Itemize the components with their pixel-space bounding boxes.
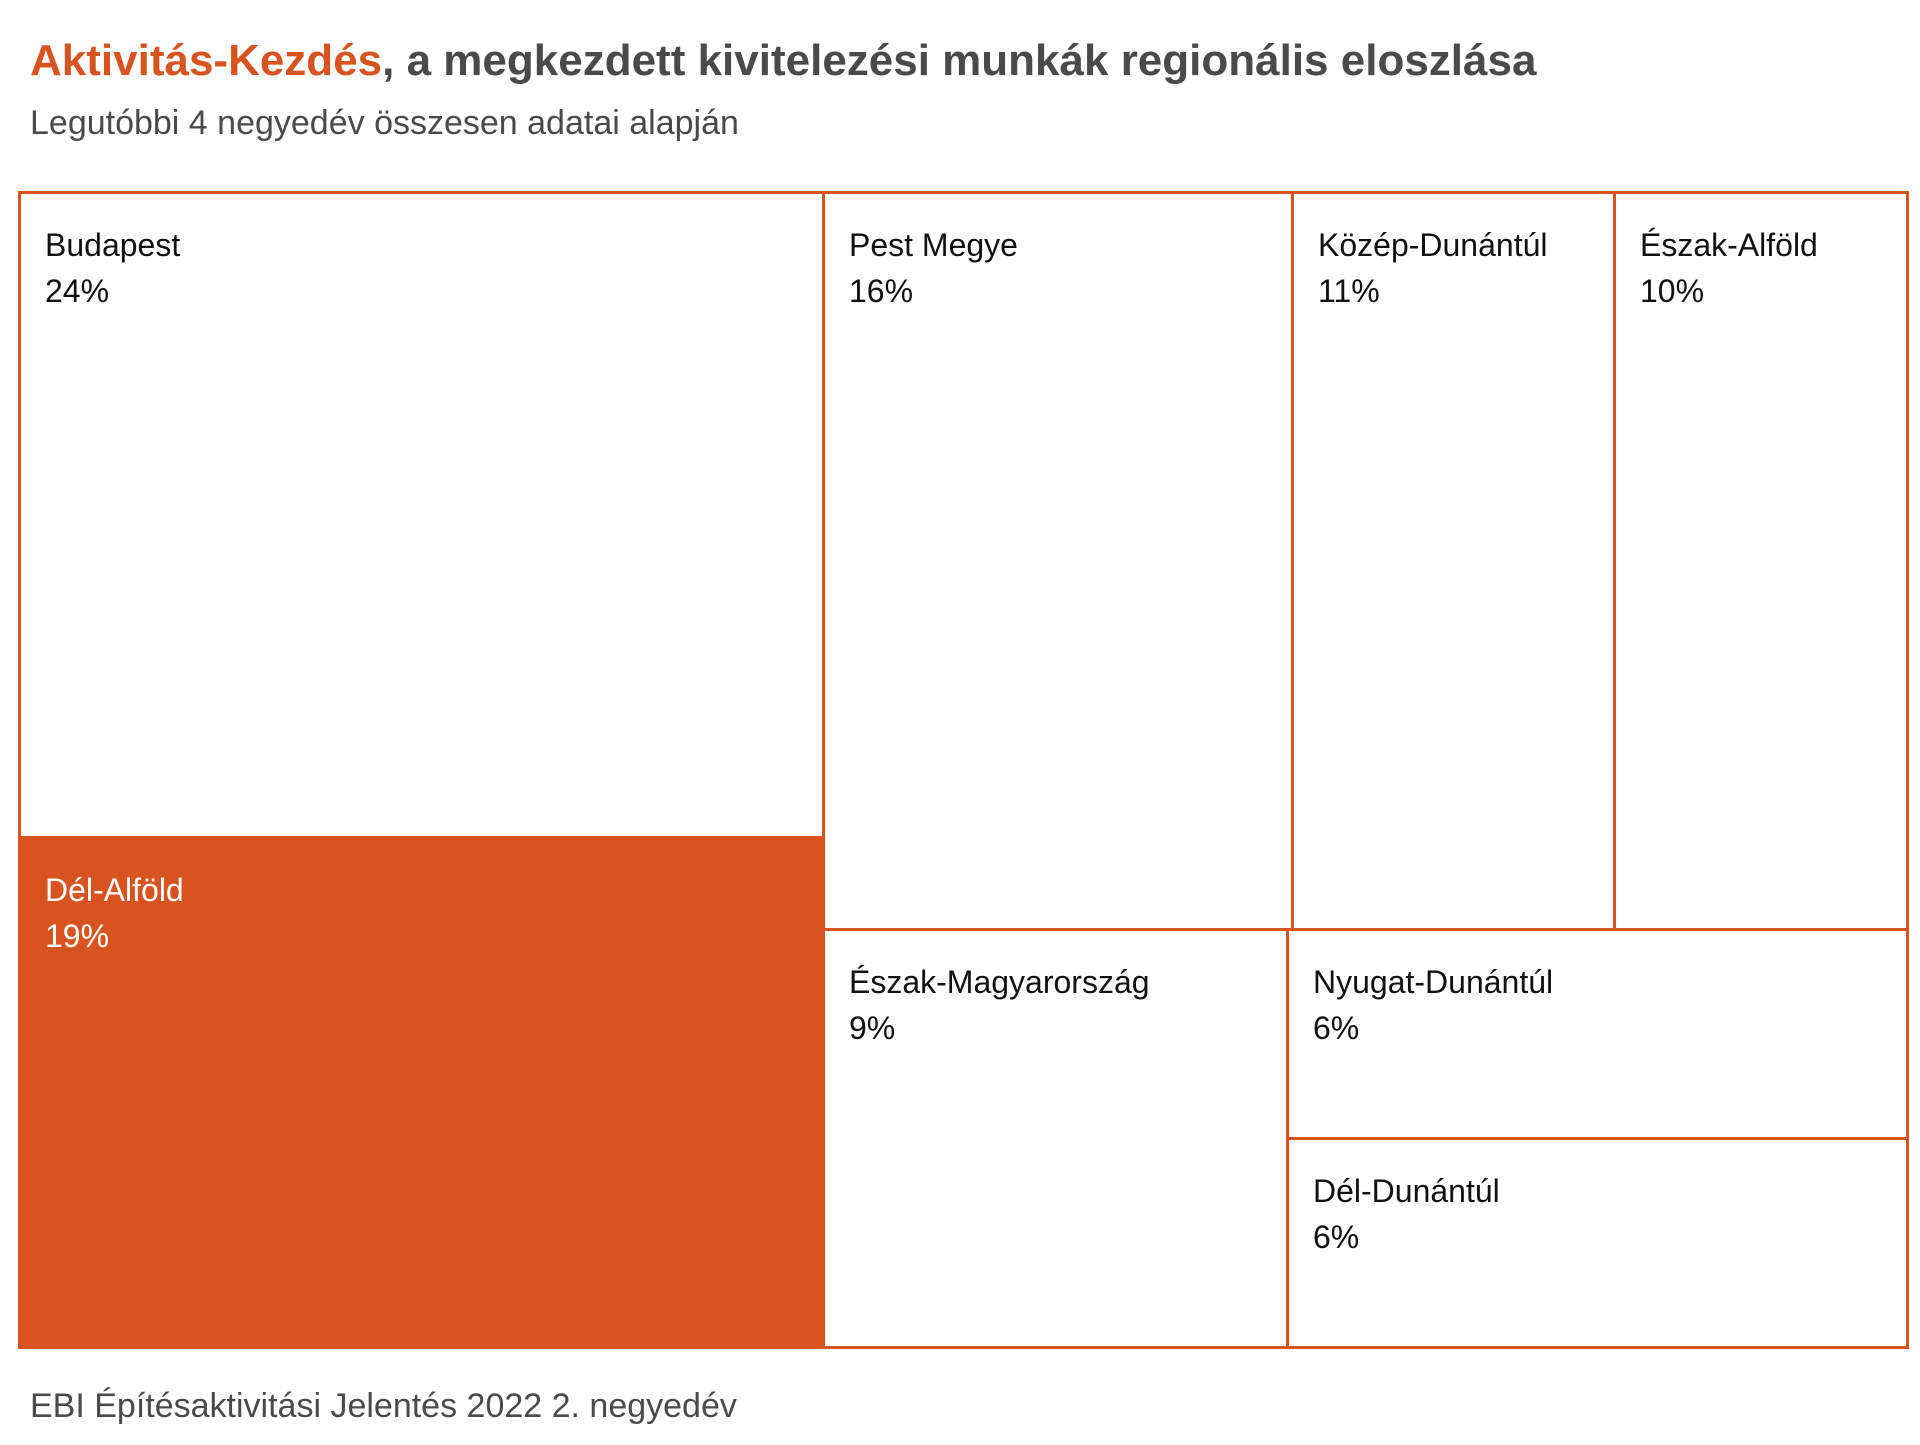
tile-value: 10% <box>1640 273 1705 309</box>
tile-value: 6% <box>1313 1010 1360 1046</box>
tile-eszak-magyarorszag: Észak-Magyarország 9% <box>822 928 1289 1349</box>
chart-title-rest: , a megkezdett kivitelezési munkák regio… <box>382 36 1537 85</box>
tile-kozep-dunantul: Közép-Dunántúl 11% <box>1291 191 1616 931</box>
tile-label: Észak-Alföld 10% <box>1640 222 1818 314</box>
tile-value: 24% <box>45 273 110 309</box>
tile-label: Nyugat-Dunántúl 6% <box>1313 959 1553 1051</box>
tile-name: Észak-Alföld <box>1640 227 1818 263</box>
tile-label: Dél-Alföld 19% <box>45 867 184 959</box>
tile-value: 11% <box>1318 273 1380 309</box>
tile-value: 19% <box>45 918 110 954</box>
tile-nyugat-dunantul: Nyugat-Dunántúl 6% <box>1286 928 1909 1140</box>
tile-name: Észak-Magyarország <box>849 964 1150 1000</box>
tile-name: Pest Megye <box>849 227 1018 263</box>
tile-label: Budapest 24% <box>45 222 180 314</box>
tile-label: Pest Megye 16% <box>849 222 1018 314</box>
chart-title-highlight: Aktivitás-Kezdés <box>30 36 383 85</box>
tile-value: 9% <box>849 1010 896 1046</box>
source-note: EBI Építésaktivitási Jelentés 2022 2. ne… <box>30 1387 737 1425</box>
tile-eszak-alfold: Észak-Alföld 10% <box>1613 191 1909 931</box>
tile-del-alfold: Dél-Alföld 19% <box>18 836 825 1349</box>
treemap: Budapest 24% Dél-Alföld 19% Pest Megye 16% Köz… <box>18 191 1909 1349</box>
tile-label: Dél-Dunántúl 6% <box>1313 1168 1500 1260</box>
chart-subtitle: Legutóbbi 4 negyedév összesen adatai ala… <box>30 104 739 142</box>
tile-pest-megye: Pest Megye 16% <box>822 191 1294 931</box>
tile-label: Észak-Magyarország 9% <box>849 959 1150 1051</box>
tile-value: 6% <box>1313 1219 1360 1255</box>
tile-name: Dél-Alföld <box>45 872 184 908</box>
tile-value: 16% <box>849 273 914 309</box>
chart-title: Aktivitás-Kezdés, a megkezdett kivitelez… <box>30 36 1536 86</box>
tile-name: Nyugat-Dunántúl <box>1313 964 1554 1000</box>
tile-name: Közép-Dunántúl <box>1318 227 1548 263</box>
tile-name: Dél-Dunántúl <box>1313 1173 1500 1209</box>
tile-name: Budapest <box>45 227 181 263</box>
tile-del-dunantul: Dél-Dunántúl 6% <box>1286 1137 1909 1349</box>
tile-budapest: Budapest 24% <box>18 191 825 839</box>
tile-label: Közép-Dunántúl 11% <box>1318 222 1547 314</box>
